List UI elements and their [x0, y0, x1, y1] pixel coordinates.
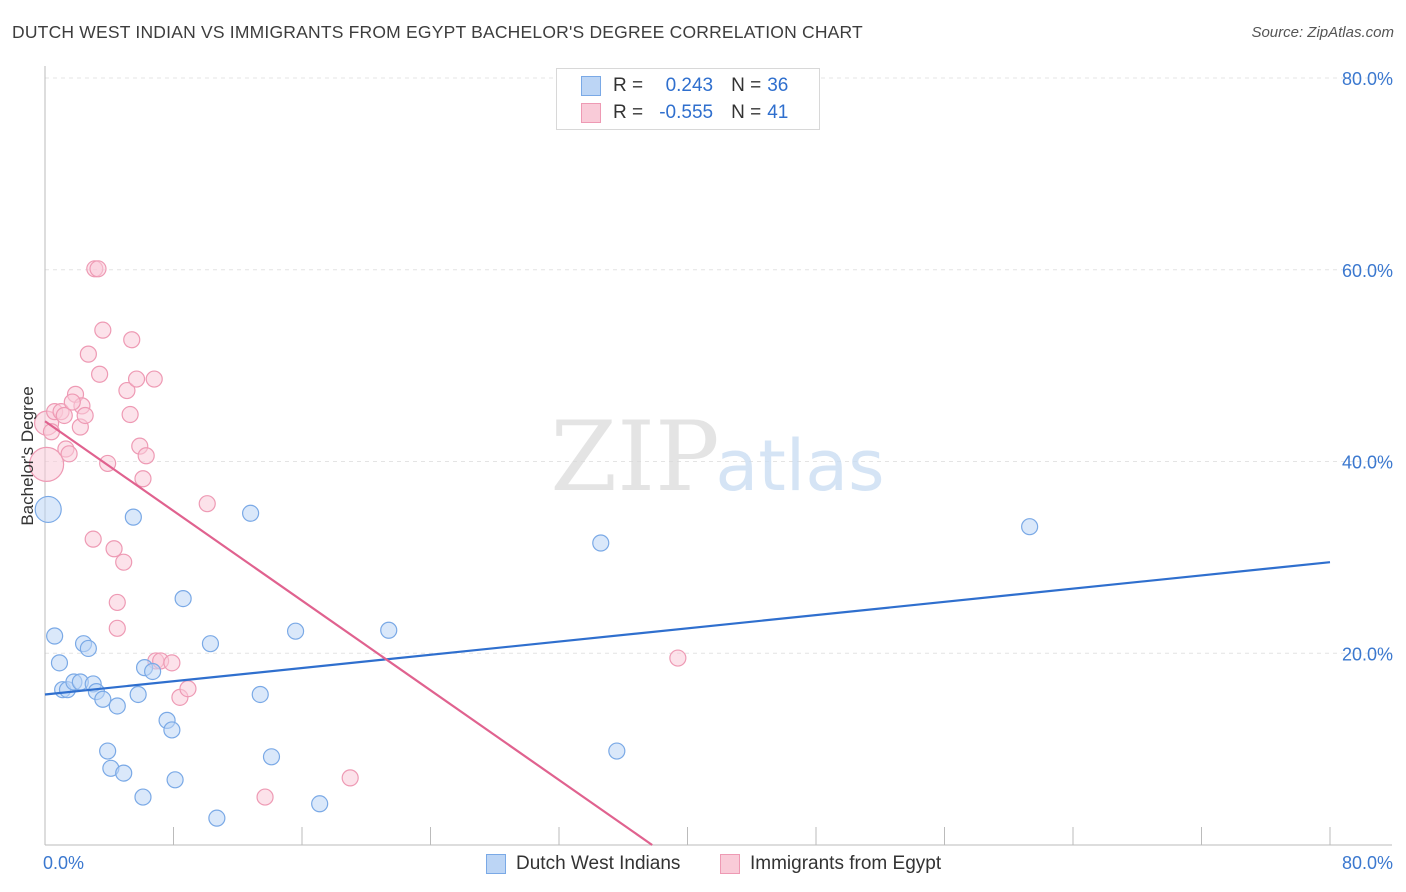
legend-swatch-pink	[581, 103, 601, 123]
legend-label: Dutch West Indians	[516, 853, 681, 874]
data-point-immigrants-from-egypt[interactable]	[127, 370, 146, 388]
data-point-immigrants-from-egypt[interactable]	[118, 381, 136, 400]
y-tick-label: 60.0%	[1342, 261, 1393, 281]
data-point-dutch-west-indians[interactable]	[99, 742, 117, 760]
data-point-immigrants-from-egypt[interactable]	[115, 553, 133, 571]
data-point-dutch-west-indians[interactable]	[79, 639, 97, 658]
legend-label: Immigrants from Egypt	[750, 853, 942, 874]
data-point-dutch-west-indians[interactable]	[286, 622, 305, 640]
data-point-dutch-west-indians[interactable]	[592, 534, 610, 552]
r-value: -0.555	[659, 102, 714, 123]
trend-line-dutch-west-indians	[44, 561, 1331, 696]
watermark-atlas: atlas	[715, 425, 884, 507]
data-point-dutch-west-indians[interactable]	[34, 495, 62, 524]
data-point-dutch-west-indians[interactable]	[115, 764, 133, 782]
data-point-dutch-west-indians[interactable]	[166, 771, 184, 789]
r-value: 0.243	[665, 75, 714, 96]
data-point-immigrants-from-egypt[interactable]	[341, 769, 359, 787]
data-point-dutch-west-indians[interactable]	[380, 621, 398, 639]
n-value: 36	[767, 75, 789, 96]
y-tick-label: 40.0%	[1342, 453, 1393, 473]
chart-title: DUTCH WEST INDIAN VS IMMIGRANTS FROM EGY…	[12, 22, 863, 42]
data-point-immigrants-from-egypt[interactable]	[55, 406, 73, 425]
data-point-immigrants-from-egypt[interactable]	[60, 445, 78, 463]
source-label: Source: ZipAtlas.com	[1251, 24, 1394, 41]
data-point-dutch-west-indians[interactable]	[50, 654, 69, 672]
legend-item-immigrants-from-egypt[interactable]: Immigrants from Egypt	[720, 852, 941, 876]
data-point-dutch-west-indians[interactable]	[1021, 518, 1039, 536]
data-point-dutch-west-indians[interactable]	[134, 788, 152, 806]
r-label: R =	[613, 75, 644, 96]
data-point-immigrants-from-egypt[interactable]	[121, 405, 139, 424]
data-point-dutch-west-indians[interactable]	[46, 627, 64, 645]
y-tick-label: 80.0%	[1342, 69, 1393, 89]
data-point-immigrants-from-egypt[interactable]	[179, 680, 197, 698]
data-point-dutch-west-indians[interactable]	[174, 590, 192, 608]
x-tick-label: 0.0%	[43, 853, 84, 873]
y-axis-label: Bachelor's Degree	[18, 386, 37, 526]
data-point-dutch-west-indians[interactable]	[163, 721, 181, 739]
data-point-dutch-west-indians[interactable]	[108, 697, 126, 715]
n-label: N =	[731, 102, 762, 123]
data-point-immigrants-from-egypt[interactable]	[89, 260, 107, 278]
data-point-immigrants-from-egypt[interactable]	[163, 654, 181, 672]
data-point-immigrants-from-egypt[interactable]	[669, 649, 687, 667]
legend-swatch-blue	[486, 854, 506, 874]
legend-row-pink: R = -0.555 N = 41	[581, 100, 813, 126]
data-point-immigrants-from-egypt[interactable]	[29, 446, 65, 482]
data-point-immigrants-from-egypt[interactable]	[76, 406, 94, 425]
x-tick-label: 80.0%	[1342, 853, 1393, 873]
legend-item-dutch-west-indians[interactable]: Dutch West Indians	[486, 852, 680, 876]
data-point-immigrants-from-egypt[interactable]	[84, 530, 102, 548]
data-point-dutch-west-indians[interactable]	[262, 748, 281, 766]
data-point-dutch-west-indians[interactable]	[129, 685, 147, 704]
watermark-zip: ZIP	[550, 401, 719, 513]
data-point-dutch-west-indians[interactable]	[208, 809, 226, 827]
legend-swatch-blue	[581, 76, 601, 96]
tick-labels: 20.0% 40.0% 60.0% 80.0% 0.0% 80.0%	[43, 69, 1393, 873]
data-point-immigrants-from-egypt[interactable]	[137, 447, 155, 465]
gridlines	[45, 77, 1392, 654]
data-point-dutch-west-indians[interactable]	[608, 742, 626, 760]
stats-legend: R = 0.243 N = 36 R = -0.555 N = 41	[556, 68, 820, 130]
data-point-dutch-west-indians[interactable]	[242, 504, 260, 522]
data-point-immigrants-from-egypt[interactable]	[123, 331, 141, 349]
n-label: N =	[731, 75, 762, 96]
legend-swatch-pink	[720, 854, 740, 874]
series-dutch-west-indians	[34, 495, 1039, 827]
data-point-dutch-west-indians[interactable]	[144, 662, 162, 681]
data-point-immigrants-from-egypt[interactable]	[105, 540, 123, 558]
data-point-immigrants-from-egypt[interactable]	[91, 365, 109, 383]
n-value: 41	[767, 102, 789, 123]
data-point-dutch-west-indians[interactable]	[124, 508, 142, 526]
data-point-dutch-west-indians[interactable]	[311, 795, 329, 813]
data-point-immigrants-from-egypt[interactable]	[198, 495, 216, 513]
trend-lines	[44, 420, 1331, 846]
legend-row-blue: R = 0.243 N = 36	[581, 73, 813, 99]
y-tick-label: 20.0%	[1342, 644, 1393, 664]
data-point-dutch-west-indians[interactable]	[201, 635, 220, 653]
data-point-immigrants-from-egypt[interactable]	[256, 788, 274, 806]
data-point-immigrants-from-egypt[interactable]	[79, 345, 97, 363]
data-point-dutch-west-indians[interactable]	[251, 685, 269, 704]
data-point-immigrants-from-egypt[interactable]	[108, 593, 126, 612]
series-immigrants-from-egypt	[29, 260, 687, 806]
data-point-immigrants-from-egypt[interactable]	[94, 321, 112, 339]
data-point-immigrants-from-egypt[interactable]	[145, 370, 163, 388]
data-point-immigrants-from-egypt[interactable]	[108, 619, 126, 637]
data-point-immigrants-from-egypt[interactable]	[134, 470, 152, 488]
r-label: R =	[613, 102, 644, 123]
data-point-immigrants-from-egypt[interactable]	[63, 393, 81, 411]
data-point-dutch-west-indians[interactable]	[94, 690, 112, 708]
trend-line-immigrants-from-egypt	[44, 420, 653, 846]
